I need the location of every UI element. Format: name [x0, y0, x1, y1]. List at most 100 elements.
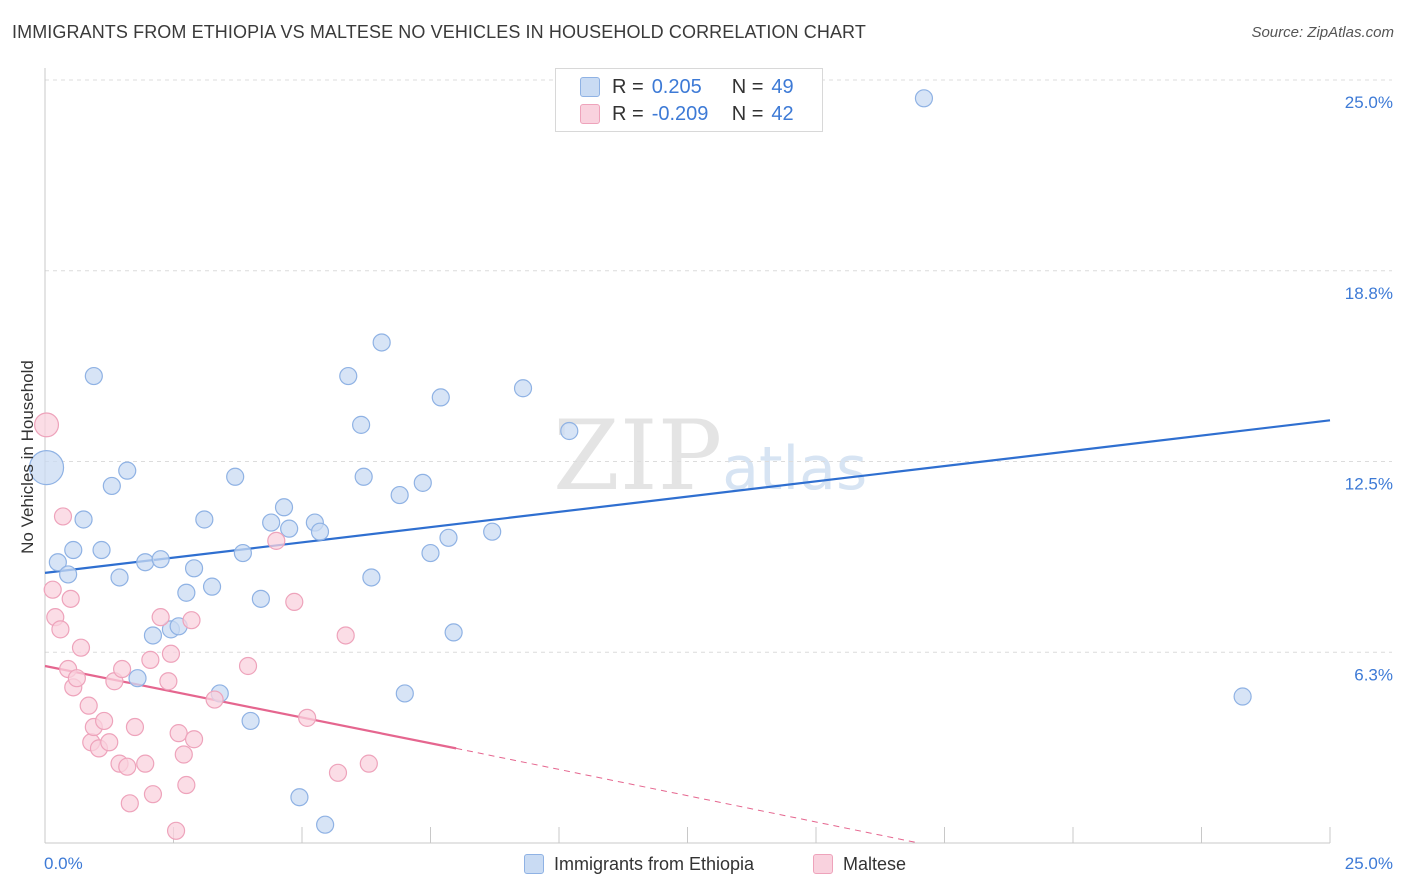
maltese-point: [336, 626, 355, 645]
y-tick-label: 6.3%: [1354, 665, 1393, 684]
stats-row-ethiopia: R = 0.205 N = 49: [580, 74, 794, 100]
stats-legend: R = 0.205 N = 49 R = -0.209 N = 42: [555, 68, 823, 132]
ethiopia-trend-line: [44, 419, 1331, 574]
maltese-point: [53, 507, 73, 526]
maltese-point: [79, 696, 98, 715]
r-value: 0.205: [651, 75, 702, 98]
maltese-point: [285, 592, 304, 611]
ethiopia-point: [195, 510, 214, 529]
ethiopia-point: [262, 513, 281, 532]
y-tick-label: 25.0%: [1345, 93, 1393, 112]
n-label: N =: [731, 102, 764, 125]
ethiopia-point: [483, 522, 502, 541]
maltese-point: [125, 717, 145, 737]
ethiopia-point: [431, 388, 450, 407]
ethiopia-point: [290, 788, 309, 807]
legend-label-maltese: Maltese: [843, 853, 907, 874]
ethiopia-point: [110, 568, 129, 587]
maltese-point: [120, 794, 139, 813]
ethiopia-point: [560, 421, 579, 441]
ethiopia-point: [92, 540, 111, 560]
maltese-point: [67, 669, 86, 688]
ethiopia-point: [352, 415, 371, 434]
ethiopia-point: [421, 543, 440, 563]
ethiopia-point: [241, 711, 260, 731]
watermark-zip: ZIP: [553, 400, 723, 512]
ethiopia-point: [177, 583, 196, 602]
chart-title: IMMIGRANTS FROM ETHIOPIA VS MALTESE NO V…: [12, 22, 866, 42]
ethiopia-point: [84, 366, 103, 386]
ethiopia-point: [274, 498, 294, 517]
ethiopia-point: [1233, 687, 1252, 706]
maltese-point: [184, 730, 204, 749]
maltese-point: [359, 754, 378, 773]
legend-item-maltese: Maltese: [813, 852, 906, 876]
maltese-point: [43, 580, 62, 599]
watermark-atlas: atlas: [722, 434, 868, 504]
maltese-point: [34, 412, 60, 438]
ethiopia-point: [316, 815, 335, 834]
ethiopia-point: [413, 473, 432, 492]
maltese-point: [61, 589, 80, 608]
r-label: R =: [612, 75, 644, 98]
maltese-point: [328, 763, 348, 782]
n-label: N =: [731, 75, 764, 98]
axis-layer: [44, 68, 1331, 844]
maltese-point: [159, 672, 178, 691]
r-label: R =: [612, 102, 644, 125]
ethiopia-point: [136, 553, 155, 572]
ethiopia-legend-swatch: [524, 854, 544, 874]
point-layer: [28, 89, 1252, 840]
x-tick-label: 25.0%: [1345, 854, 1393, 873]
ethiopia-point: [102, 476, 121, 496]
ethiopia-point: [74, 510, 93, 529]
maltese-point: [51, 620, 70, 639]
maltese-swatch: [580, 104, 600, 124]
maltese-trend-extension: [456, 747, 919, 844]
maltese-point: [182, 611, 201, 630]
maltese-point: [177, 775, 196, 795]
ethiopia-point: [354, 467, 373, 486]
ethiopia-point: [28, 450, 65, 486]
maltese-point: [141, 650, 160, 669]
stats-row-maltese: R = -0.209 N = 42: [580, 101, 794, 127]
ethiopia-point: [439, 528, 458, 547]
ethiopia-point: [143, 626, 163, 645]
ethiopia-point: [513, 379, 533, 398]
maltese-point: [267, 531, 286, 550]
watermark: ZIPatlas: [553, 400, 867, 512]
ethiopia-point: [914, 89, 934, 108]
ethiopia-point: [395, 684, 414, 703]
ethiopia-point: [362, 568, 381, 587]
ethiopia-point: [202, 577, 222, 596]
ethiopia-point: [310, 522, 330, 541]
n-value: 49: [771, 75, 794, 98]
maltese-legend-swatch: [813, 854, 833, 874]
r-value: -0.209: [651, 102, 709, 125]
ethiopia-point: [118, 461, 137, 480]
ethiopia-point: [184, 559, 204, 578]
ethiopia-point: [59, 565, 78, 584]
y-tick-label: 12.5%: [1345, 475, 1393, 494]
maltese-point: [151, 608, 170, 627]
maltese-point: [161, 644, 181, 663]
legend-label-ethiopia: Immigrants from Ethiopia: [554, 853, 755, 874]
grid-layer: [45, 79, 1392, 653]
maltese-point: [112, 659, 132, 679]
ethiopia-point: [151, 550, 170, 569]
ethiopia-point: [128, 669, 147, 688]
ethiopia-point: [280, 519, 299, 538]
tick-label-layer: 25.0% 18.8% 12.5% 6.3% 0.0% 25.0%: [44, 93, 1393, 873]
ethiopia-point: [251, 589, 270, 608]
ethiopia-point: [64, 540, 83, 560]
ethiopia-point: [48, 553, 67, 572]
maltese-point: [205, 690, 224, 709]
maltese-point: [238, 656, 258, 676]
source-label: Source: ZipAtlas.com: [1251, 24, 1394, 41]
y-axis-label: No Vehicles in Household: [18, 360, 37, 554]
ethiopia-swatch: [580, 77, 600, 97]
legend-item-ethiopia: Immigrants from Ethiopia: [524, 852, 754, 876]
ethiopia-point: [390, 485, 409, 505]
ethiopia-point: [226, 467, 245, 486]
